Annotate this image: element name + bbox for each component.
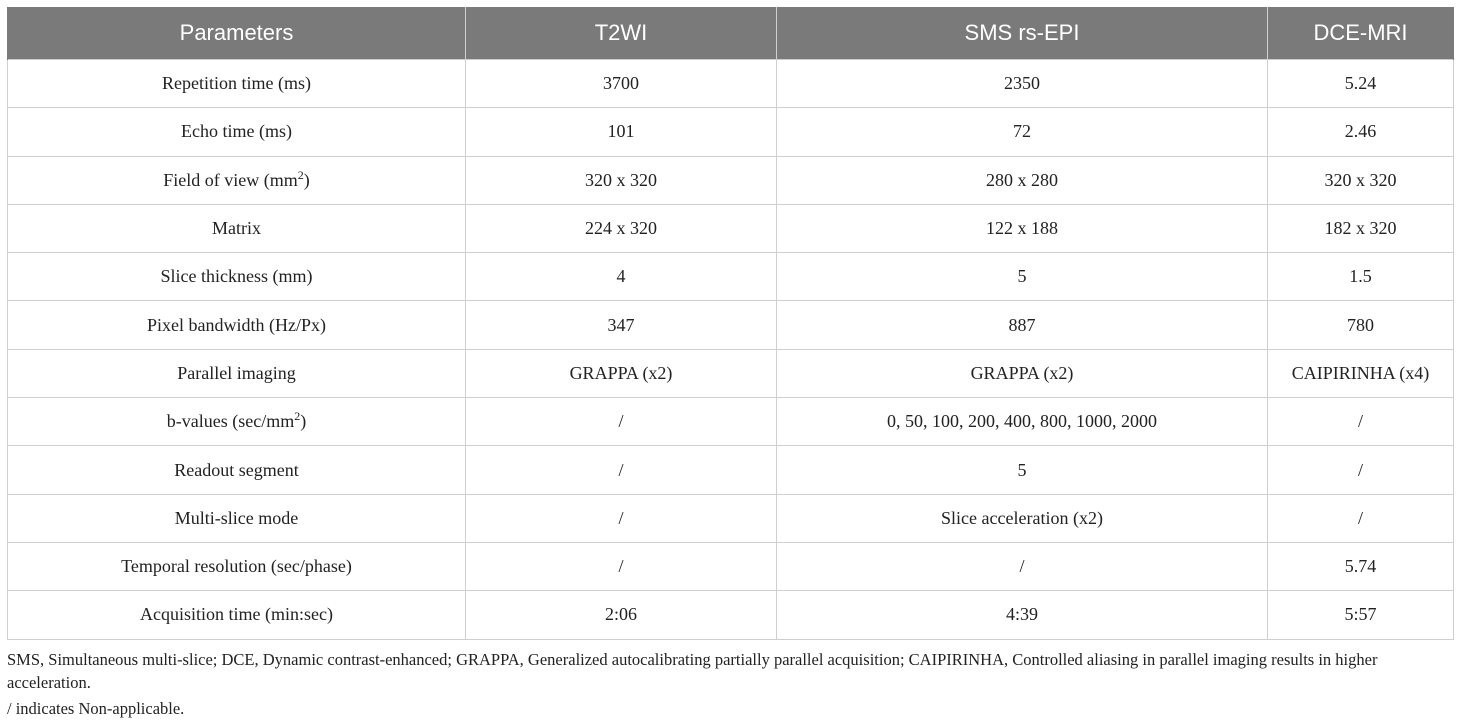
table-row: Matrix 224 x 320 122 x 188 182 x 320 [7,203,1454,254]
t2wi-value-cell: / [465,397,777,447]
parameter-cell: Repetition time (ms) [7,58,466,109]
t2wi-value-cell: / [465,445,777,495]
t2wi-value-cell: GRAPPA (x2) [465,348,777,399]
parameter-cell: Matrix [7,203,466,254]
t2wi-value-cell: / [465,541,777,592]
sms-rs-epi-value-cell: 4:39 [776,590,1268,640]
parameters-table-container: Parameters T2WI SMS rs-EPI DCE-MRI Repet… [7,7,1454,640]
sms-rs-epi-value-cell: 5 [776,445,1268,495]
dce-mri-value-cell: 780 [1267,300,1454,350]
parameter-cell: b-values (sec/mm2) [7,397,466,447]
t2wi-value-cell: 4 [465,252,777,302]
parameter-label: Multi-slice mode [174,507,299,528]
table-row: Slice thickness (mm) 4 5 1.5 [7,252,1454,302]
dce-mri-value-cell: CAIPIRINHA (x4) [1267,348,1454,399]
table-row: Field of view (mm2) 320 x 320 280 x 280 320… [7,155,1454,205]
parameter-cell: Field of view (mm2) [7,155,466,205]
abbreviations-footnote: SMS, Simultaneous multi-slice; DCE, Dyna… [7,650,1378,692]
parameter-label: Slice thickness (mm) [160,266,313,287]
dce-mri-value-cell: 1.5 [1267,252,1454,302]
dce-mri-value-cell: 182 x 320 [1267,203,1454,254]
sms-rs-epi-value-cell: 122 x 188 [776,203,1268,254]
table-row: Parallel imaging GRAPPA (x2) GRAPPA (x2) CA… [7,348,1454,399]
parameter-label-suffix: ) [303,169,310,190]
table-row: Acquisition time (min:sec) 2:06 4:39 5:57 [7,590,1454,640]
sms-rs-epi-value-cell: 2350 [776,58,1268,109]
parameter-cell: Readout segment [7,445,466,495]
dce-mri-value-cell: 5:57 [1267,590,1454,640]
header-t2wi: T2WI [465,7,777,60]
parameter-label: Parallel imaging [177,362,296,383]
t2wi-value-cell: 101 [465,107,777,157]
dce-mri-value-cell: 5.74 [1267,541,1454,592]
dce-mri-value-cell: / [1267,397,1454,447]
sms-rs-epi-value-cell: 5 [776,252,1268,302]
header-dce-mri: DCE-MRI [1267,7,1454,60]
parameter-unit-superscript: 2 [294,409,301,424]
table-row: Readout segment /5/ [7,445,1454,495]
sms-rs-epi-value-cell: Slice acceleration (x2) [776,493,1268,543]
parameter-label: Temporal resolution (sec/phase) [121,556,352,577]
parameter-label-suffix: ) [300,411,307,432]
table-body: Repetition time (ms) 3700 2350 5.24 Echo tim… [7,58,1454,640]
table-row: Temporal resolution (sec/phase) //5.74 [7,541,1454,592]
dce-mri-value-cell: 2.46 [1267,107,1454,157]
t2wi-value-cell: 320 x 320 [465,155,777,205]
table-header-row: Parameters T2WI SMS rs-EPI DCE-MRI [7,7,1454,60]
parameter-label: b-values (sec/mm [166,411,295,432]
sms-rs-epi-value-cell: 72 [776,107,1268,157]
header-sms-rs-epi: SMS rs-EPI [776,7,1268,60]
sms-rs-epi-value-cell: GRAPPA (x2) [776,348,1268,399]
dce-mri-value-cell: 320 x 320 [1267,155,1454,205]
parameter-cell: Echo time (ms) [7,107,466,157]
sms-rs-epi-value-cell: 280 x 280 [776,155,1268,205]
parameter-label: Pixel bandwidth (Hz/Px) [147,314,326,335]
table-row: b-values (sec/mm2)/0, 50, 100, 200, 400,… [7,397,1454,447]
mri-parameters-table: Parameters T2WI SMS rs-EPI DCE-MRI Repet… [7,7,1454,640]
parameter-unit-superscript: 2 [297,167,304,182]
dce-mri-value-cell: / [1267,493,1454,543]
parameter-label: Echo time (ms) [181,121,292,142]
sms-rs-epi-value-cell: / [776,541,1268,592]
parameter-label: Matrix [212,218,261,239]
dce-mri-value-cell: 5.24 [1267,58,1454,109]
header-parameters: Parameters [7,7,466,60]
parameter-cell: Acquisition time (min:sec) [7,590,466,640]
parameter-cell: Pixel bandwidth (Hz/Px) [7,300,466,350]
parameter-label: Repetition time (ms) [162,73,311,94]
t2wi-value-cell: 347 [465,300,777,350]
parameter-label: Acquisition time (min:sec) [140,604,333,625]
parameter-cell: Multi-slice mode [7,493,466,543]
table-row: Repetition time (ms) 3700 2350 5.24 [7,58,1454,109]
non-applicable-footnote: / indicates Non-applicable. [7,699,185,718]
table-row: Echo time (ms) 101 72 2.46 [7,107,1454,157]
dce-mri-value-cell: / [1267,445,1454,495]
table-row: Pixel bandwidth (Hz/Px) 347 887 780 [7,300,1454,350]
t2wi-value-cell: / [465,493,777,543]
parameter-label: Readout segment [174,459,299,480]
parameter-cell: Slice thickness (mm) [7,252,466,302]
parameter-label: Field of view (mm [163,169,298,190]
sms-rs-epi-value-cell: 887 [776,300,1268,350]
sms-rs-epi-value-cell: 0, 50, 100, 200, 400, 800, 1000, 2000 [776,397,1268,447]
t2wi-value-cell: 224 x 320 [465,203,777,254]
t2wi-value-cell: 3700 [465,58,777,109]
t2wi-value-cell: 2:06 [465,590,777,640]
parameter-cell: Temporal resolution (sec/phase) [7,541,466,592]
table-row: Multi-slice mode / Slice acceleration (x2)… [7,493,1454,543]
parameter-cell: Parallel imaging [7,348,466,399]
